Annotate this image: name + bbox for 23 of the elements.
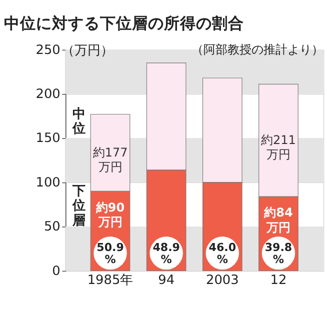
y-tick-label: 0 [52, 264, 60, 279]
data-label: 約177万円 [92, 145, 128, 174]
y-tick-label: 150 [36, 131, 60, 146]
y-tick-label: 200 [36, 87, 60, 102]
annotation: 39.8% [264, 241, 292, 266]
series-label: 中位 [71, 106, 86, 137]
data-label: 約211万円 [261, 133, 296, 162]
x-tick-label: 12 [270, 273, 287, 288]
annotation: 48.9% [152, 241, 180, 266]
chart-subtitle: （阿部教授の推計より） [191, 42, 324, 56]
y-tick-label: 250 [36, 42, 60, 58]
y-tick-label: 100 [36, 175, 60, 190]
x-tick-label: 2003 [206, 273, 239, 288]
y-axis-title: （万円） [62, 43, 114, 58]
data-label: 約90万円 [94, 200, 125, 230]
annotation: 46.0% [208, 241, 236, 266]
x-tick-label: 94 [158, 273, 175, 288]
chart-title: 中位に対する下位層の所得の割合 [4, 13, 244, 32]
data-label: 約84万円 [263, 206, 293, 234]
annotation: 50.9% [96, 241, 124, 266]
x-tick-label: 1985年 [87, 273, 134, 288]
y-tick-label: 50 [44, 220, 60, 235]
series-label: 下位層 [71, 184, 86, 228]
